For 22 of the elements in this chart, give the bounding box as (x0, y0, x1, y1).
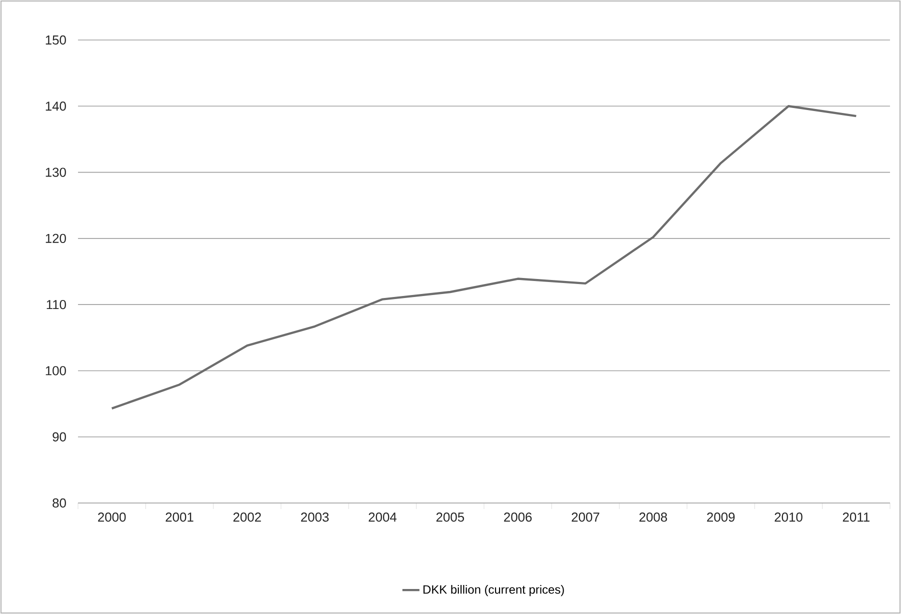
y-tick-label: 130 (46, 168, 66, 177)
line-series (110, 105, 858, 410)
x-tick-label: 2004 (368, 512, 397, 522)
y-tick-label: 80 (52, 498, 66, 508)
x-tick-label: 2007 (572, 512, 600, 522)
legend-label: DKK billion (current prices) (424, 584, 564, 596)
x-tick-label: 2003 (301, 512, 329, 522)
x-tick-label: 2008 (639, 512, 668, 522)
x-tick-label: 2005 (436, 512, 464, 522)
y-tick-label: 110 (46, 300, 66, 310)
x-tick-label: 2010 (774, 512, 802, 522)
x-tick-label: 2009 (707, 512, 735, 522)
y-tick-label: 150 (46, 35, 66, 45)
y-tick-label: 120 (46, 234, 66, 244)
y-tick-label: 100 (46, 366, 66, 376)
x-tick-label: 2001 (166, 512, 194, 522)
x-tick-label: 2011 (842, 512, 870, 522)
y-tick-label: 140 (46, 102, 66, 111)
x-tick-label: 2000 (98, 512, 126, 522)
x-tick-label: 2002 (233, 512, 261, 522)
x-tick-label: 2006 (504, 512, 532, 522)
y-tick-label: 90 (52, 432, 66, 442)
